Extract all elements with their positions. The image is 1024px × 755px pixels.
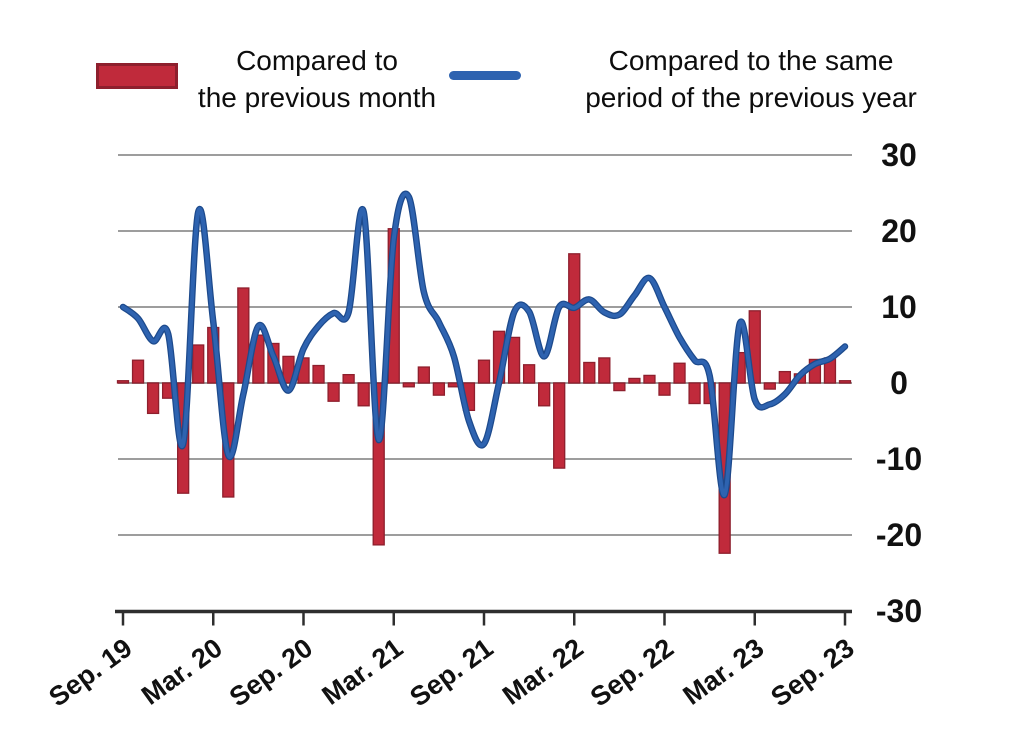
line-series [121,191,847,497]
y-tick-label-0: 0 [890,365,908,401]
bar-feb-2022 [553,382,566,469]
y-tick-label-10: 10 [881,289,917,325]
y-tick-label-30: 30 [881,137,917,173]
bar-sep-2022 [658,382,671,396]
y-tick-label--10: -10 [876,441,922,477]
bar-jan-2021 [357,382,370,407]
x-tick-label-6: Sep. 22 [585,633,679,713]
bar-jun-2021 [432,382,446,396]
bar-series-swatch [96,63,178,89]
bar-sep-2021 [477,359,491,384]
bar-apr-2023 [763,382,776,390]
bar-dec-2021 [522,364,536,384]
bar-nov-2022 [688,382,701,405]
bar-series [116,228,852,554]
bar-jun-2022 [613,382,626,392]
x-tick-label-1: Mar. 20 [136,633,228,711]
line-legend-line2: period of the previous year [585,82,917,113]
y-tick-label-20: 20 [881,213,917,249]
x-axis [115,609,852,626]
x-tick-label-3: Mar. 21 [317,633,409,711]
bar-may-2022 [598,357,611,384]
x-tick-label-4: Sep. 21 [404,633,498,713]
line-series-legend-label: Compared to the same period of the previ… [556,42,946,116]
x-tick-label-0: Sep. 19 [43,633,137,713]
line-series-swatch [449,71,521,80]
bar-mar-2022 [568,253,581,384]
bar-oct-2022 [673,362,686,384]
bar-jan-2022 [538,382,551,407]
bar-dec-2020 [342,373,355,384]
bar-may-2021 [417,366,430,384]
y-axis-labels: 30 20 10 0 -10 -20 -30 [876,137,922,629]
bar-aug-2022 [643,374,656,384]
x-tick-label-5: Mar. 22 [497,633,589,711]
bar-nov-2019 [146,382,160,415]
bar-legend-line1: Compared to [236,45,398,76]
bar-jul-2022 [628,377,641,384]
y-tick-label--30: -30 [876,593,922,629]
bar-sep-2023 [838,380,852,384]
bar-apr-2021 [402,382,415,388]
bar-feb-2020 [192,344,205,384]
line-legend-line1: Compared to the same [608,45,894,76]
x-tick-label-7: Mar. 23 [678,633,770,711]
bar-sep-2019 [116,380,130,384]
bar-oct-2019 [131,359,145,384]
bar-feb-2021 [372,382,385,546]
bar-nov-2021 [507,336,521,384]
x-tick-label-8: Sep. 23 [765,633,859,713]
y-tick-label--20: -20 [876,517,922,553]
x-tick-label-2: Sep. 20 [224,633,318,713]
bar-oct-2020 [312,364,325,384]
bar-nov-2020 [327,382,340,402]
bar-series-legend-label: Compared to the previous month [183,42,451,116]
bar-may-2023 [778,370,791,384]
bar-apr-2022 [583,361,596,384]
bar-legend-line2: the previous month [197,82,437,113]
